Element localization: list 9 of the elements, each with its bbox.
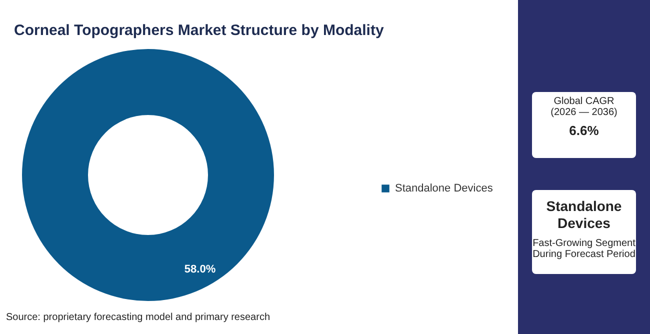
text: 6.6% xyxy=(568,123,600,138)
text: Standalone Devices xyxy=(545,198,623,232)
source-note: Source: proprietary forecasting model and primary research xyxy=(6,312,270,323)
text: Global CAGR xyxy=(552,96,616,107)
data-label: 58.0% xyxy=(184,264,216,276)
legend-label: Standalone Devices xyxy=(395,182,494,194)
text: (2026 — 2036) xyxy=(550,107,618,118)
text: Fast-Growing Segment During Forecast Period xyxy=(532,238,636,260)
chart-title: Corneal Topographers Market Structure by Modality xyxy=(14,22,384,39)
